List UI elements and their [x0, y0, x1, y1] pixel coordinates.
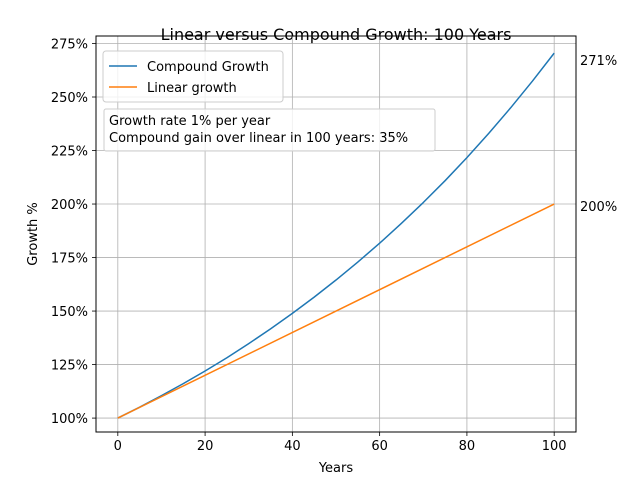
y-tick-label: 250% [51, 91, 88, 106]
y-axis-label: Growth % [26, 202, 41, 266]
y-tick-label: 125% [51, 359, 88, 374]
legend-box [102, 50, 284, 103]
x-tick-label: 20 [197, 439, 214, 454]
annotation-box: Growth rate 1% per year Compound gain ov… [103, 108, 436, 152]
y-tick-label: 150% [51, 305, 88, 320]
legend-label-compound-growth: Compound Growth [147, 60, 269, 75]
legend: Compound Growth Linear growth [102, 50, 284, 103]
x-axis-label: Years [318, 461, 354, 476]
series-lines [117, 52, 555, 419]
y-tick-label: 175% [51, 252, 88, 267]
y-tick-label: 275% [51, 37, 88, 52]
annotation-frame [103, 108, 436, 152]
y-tick-label: 200% [51, 198, 88, 213]
chart-title: Linear versus Compound Growth: 100 Years [161, 25, 512, 44]
legend-label-linear-growth: Linear growth [147, 81, 237, 96]
series-line-linear-growth [117, 203, 555, 419]
x-tick-label: 60 [371, 439, 388, 454]
y-tick-label: 225% [51, 145, 88, 160]
x-tick-label: 0 [114, 439, 122, 454]
end-label-linear-growth: 200% [580, 200, 617, 215]
y-tick-label: 100% [51, 412, 88, 427]
x-tick-label: 100 [542, 439, 567, 454]
axis-ticks: 0 20 40 60 80 100 100% 125% 150% 175% 200% 225% 250%… [51, 37, 567, 454]
x-tick-label: 80 [459, 439, 476, 454]
end-label-compound-growth: 271% [580, 54, 617, 69]
plot-area-frame [95, 35, 577, 433]
annotation-growth-rate: Growth rate 1% per year [109, 114, 271, 129]
annotation-compound-gain: Compound gain over linear in 100 years: … [109, 131, 408, 146]
series-line-compound-growth [117, 52, 555, 419]
x-tick-label: 40 [284, 439, 301, 454]
